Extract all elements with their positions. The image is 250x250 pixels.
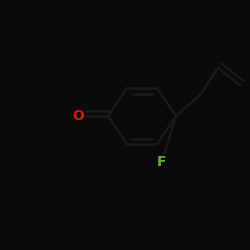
Text: F: F [157,155,167,169]
Text: O: O [72,109,84,123]
